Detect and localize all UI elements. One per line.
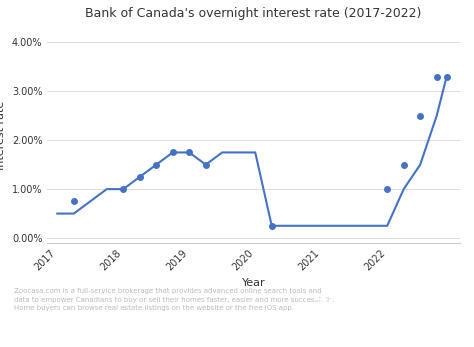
Text: ZO·OCASA: ZO·OCASA (313, 297, 427, 316)
Title: Bank of Canada's overnight interest rate (2017-2022): Bank of Canada's overnight interest rate… (85, 7, 422, 20)
X-axis label: Year: Year (242, 278, 265, 288)
Y-axis label: Interest rate: Interest rate (0, 101, 6, 170)
Text: Zoocasa.com is a full-service brokerage that provides advanced online search too: Zoocasa.com is a full-service brokerage … (14, 288, 335, 311)
